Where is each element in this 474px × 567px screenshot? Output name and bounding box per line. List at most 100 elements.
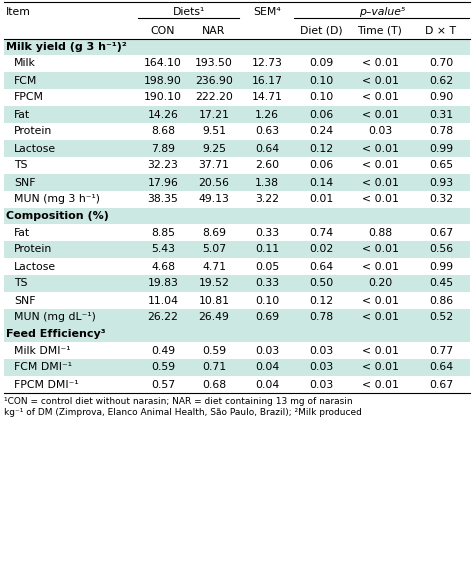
- Bar: [4, 376, 470, 393]
- Text: 7.89: 7.89: [151, 143, 175, 154]
- Text: 0.59: 0.59: [151, 362, 175, 373]
- Text: 0.04: 0.04: [255, 362, 279, 373]
- Text: 0.03: 0.03: [309, 362, 333, 373]
- Text: 38.35: 38.35: [147, 194, 178, 205]
- Text: 0.06: 0.06: [309, 160, 333, 171]
- Text: 8.68: 8.68: [151, 126, 175, 137]
- Text: TS: TS: [14, 160, 27, 171]
- Text: 0.12: 0.12: [309, 295, 333, 306]
- Text: 0.10: 0.10: [255, 295, 279, 306]
- Text: < 0.01: < 0.01: [362, 362, 399, 373]
- Text: 17.21: 17.21: [199, 109, 229, 120]
- Bar: [4, 326, 470, 342]
- Text: 0.86: 0.86: [429, 295, 453, 306]
- Text: 0.31: 0.31: [429, 109, 453, 120]
- Text: 0.03: 0.03: [368, 126, 392, 137]
- Text: 0.71: 0.71: [202, 362, 226, 373]
- Text: 0.05: 0.05: [255, 261, 279, 272]
- Text: 0.65: 0.65: [429, 160, 453, 171]
- Text: 0.64: 0.64: [309, 261, 333, 272]
- Bar: [4, 2, 470, 22]
- Text: 17.96: 17.96: [147, 177, 178, 188]
- Text: Milk DMI⁻¹: Milk DMI⁻¹: [14, 345, 71, 356]
- Text: Item: Item: [6, 7, 31, 17]
- Text: SEM⁴: SEM⁴: [253, 7, 281, 17]
- Text: 14.26: 14.26: [147, 109, 178, 120]
- Text: Time (T): Time (T): [357, 26, 402, 36]
- Text: 0.57: 0.57: [151, 379, 175, 390]
- Text: 0.03: 0.03: [309, 379, 333, 390]
- Bar: [4, 89, 470, 106]
- Text: 0.88: 0.88: [368, 227, 392, 238]
- Text: 19.52: 19.52: [199, 278, 229, 289]
- Text: kg⁻¹ of DM (Zimprova, Elanco Animal Health, São Paulo, Brazil); ²Milk produced: kg⁻¹ of DM (Zimprova, Elanco Animal Heal…: [4, 408, 362, 417]
- Text: 0.10: 0.10: [309, 92, 333, 103]
- Bar: [4, 174, 470, 191]
- Text: 0.78: 0.78: [429, 126, 453, 137]
- Text: 0.68: 0.68: [202, 379, 226, 390]
- Text: 0.52: 0.52: [429, 312, 453, 323]
- Text: < 0.01: < 0.01: [362, 160, 399, 171]
- Text: 8.69: 8.69: [202, 227, 226, 238]
- Text: 4.68: 4.68: [151, 261, 175, 272]
- Bar: [4, 140, 470, 157]
- Text: Lactose: Lactose: [14, 261, 56, 272]
- Text: FPCM: FPCM: [14, 92, 44, 103]
- Text: Milk yield (g 3 h⁻¹)²: Milk yield (g 3 h⁻¹)²: [6, 42, 127, 52]
- Text: 0.69: 0.69: [255, 312, 279, 323]
- Text: 0.33: 0.33: [255, 278, 279, 289]
- Text: 0.50: 0.50: [309, 278, 333, 289]
- Text: 2.60: 2.60: [255, 160, 279, 171]
- Text: 0.02: 0.02: [309, 244, 333, 255]
- Text: 0.93: 0.93: [429, 177, 453, 188]
- Text: < 0.01: < 0.01: [362, 58, 399, 69]
- Text: Lactose: Lactose: [14, 143, 56, 154]
- Text: 0.09: 0.09: [309, 58, 333, 69]
- Text: Protein: Protein: [14, 126, 52, 137]
- Text: 4.71: 4.71: [202, 261, 226, 272]
- Text: 198.90: 198.90: [144, 75, 182, 86]
- Bar: [4, 224, 470, 241]
- Text: 0.11: 0.11: [255, 244, 279, 255]
- Text: 0.59: 0.59: [202, 345, 226, 356]
- Text: FCM: FCM: [14, 75, 37, 86]
- Text: D × T: D × T: [426, 26, 456, 36]
- Bar: [4, 359, 470, 376]
- Text: 0.14: 0.14: [309, 177, 333, 188]
- Bar: [4, 208, 470, 224]
- Text: MUN (mg dL⁻¹): MUN (mg dL⁻¹): [14, 312, 96, 323]
- Text: Feed Efficiency³: Feed Efficiency³: [6, 329, 106, 339]
- Text: TS: TS: [14, 278, 27, 289]
- Text: FPCM DMI⁻¹: FPCM DMI⁻¹: [14, 379, 79, 390]
- Bar: [4, 55, 470, 72]
- Text: CON: CON: [151, 26, 175, 36]
- Text: 0.12: 0.12: [309, 143, 333, 154]
- Bar: [4, 191, 470, 208]
- Bar: [4, 123, 470, 140]
- Text: 0.45: 0.45: [429, 278, 453, 289]
- Text: 20.56: 20.56: [199, 177, 229, 188]
- Text: 0.56: 0.56: [429, 244, 453, 255]
- Text: 0.03: 0.03: [255, 345, 279, 356]
- Text: MUN (mg 3 h⁻¹): MUN (mg 3 h⁻¹): [14, 194, 100, 205]
- Text: 26.49: 26.49: [199, 312, 229, 323]
- Text: 193.50: 193.50: [195, 58, 233, 69]
- Text: < 0.01: < 0.01: [362, 143, 399, 154]
- Bar: [4, 342, 470, 359]
- Bar: [4, 157, 470, 174]
- Text: Composition (%): Composition (%): [6, 211, 109, 221]
- Text: < 0.01: < 0.01: [362, 295, 399, 306]
- Text: 164.10: 164.10: [144, 58, 182, 69]
- Text: 49.13: 49.13: [199, 194, 229, 205]
- Text: 8.85: 8.85: [151, 227, 175, 238]
- Text: 0.70: 0.70: [429, 58, 453, 69]
- Text: Fat: Fat: [14, 227, 30, 238]
- Text: 0.03: 0.03: [309, 345, 333, 356]
- Text: 0.01: 0.01: [309, 194, 333, 205]
- Text: 0.04: 0.04: [255, 379, 279, 390]
- Text: 1.38: 1.38: [255, 177, 279, 188]
- Text: < 0.01: < 0.01: [362, 261, 399, 272]
- Bar: [4, 39, 470, 55]
- Text: 12.73: 12.73: [252, 58, 283, 69]
- Text: 0.99: 0.99: [429, 261, 453, 272]
